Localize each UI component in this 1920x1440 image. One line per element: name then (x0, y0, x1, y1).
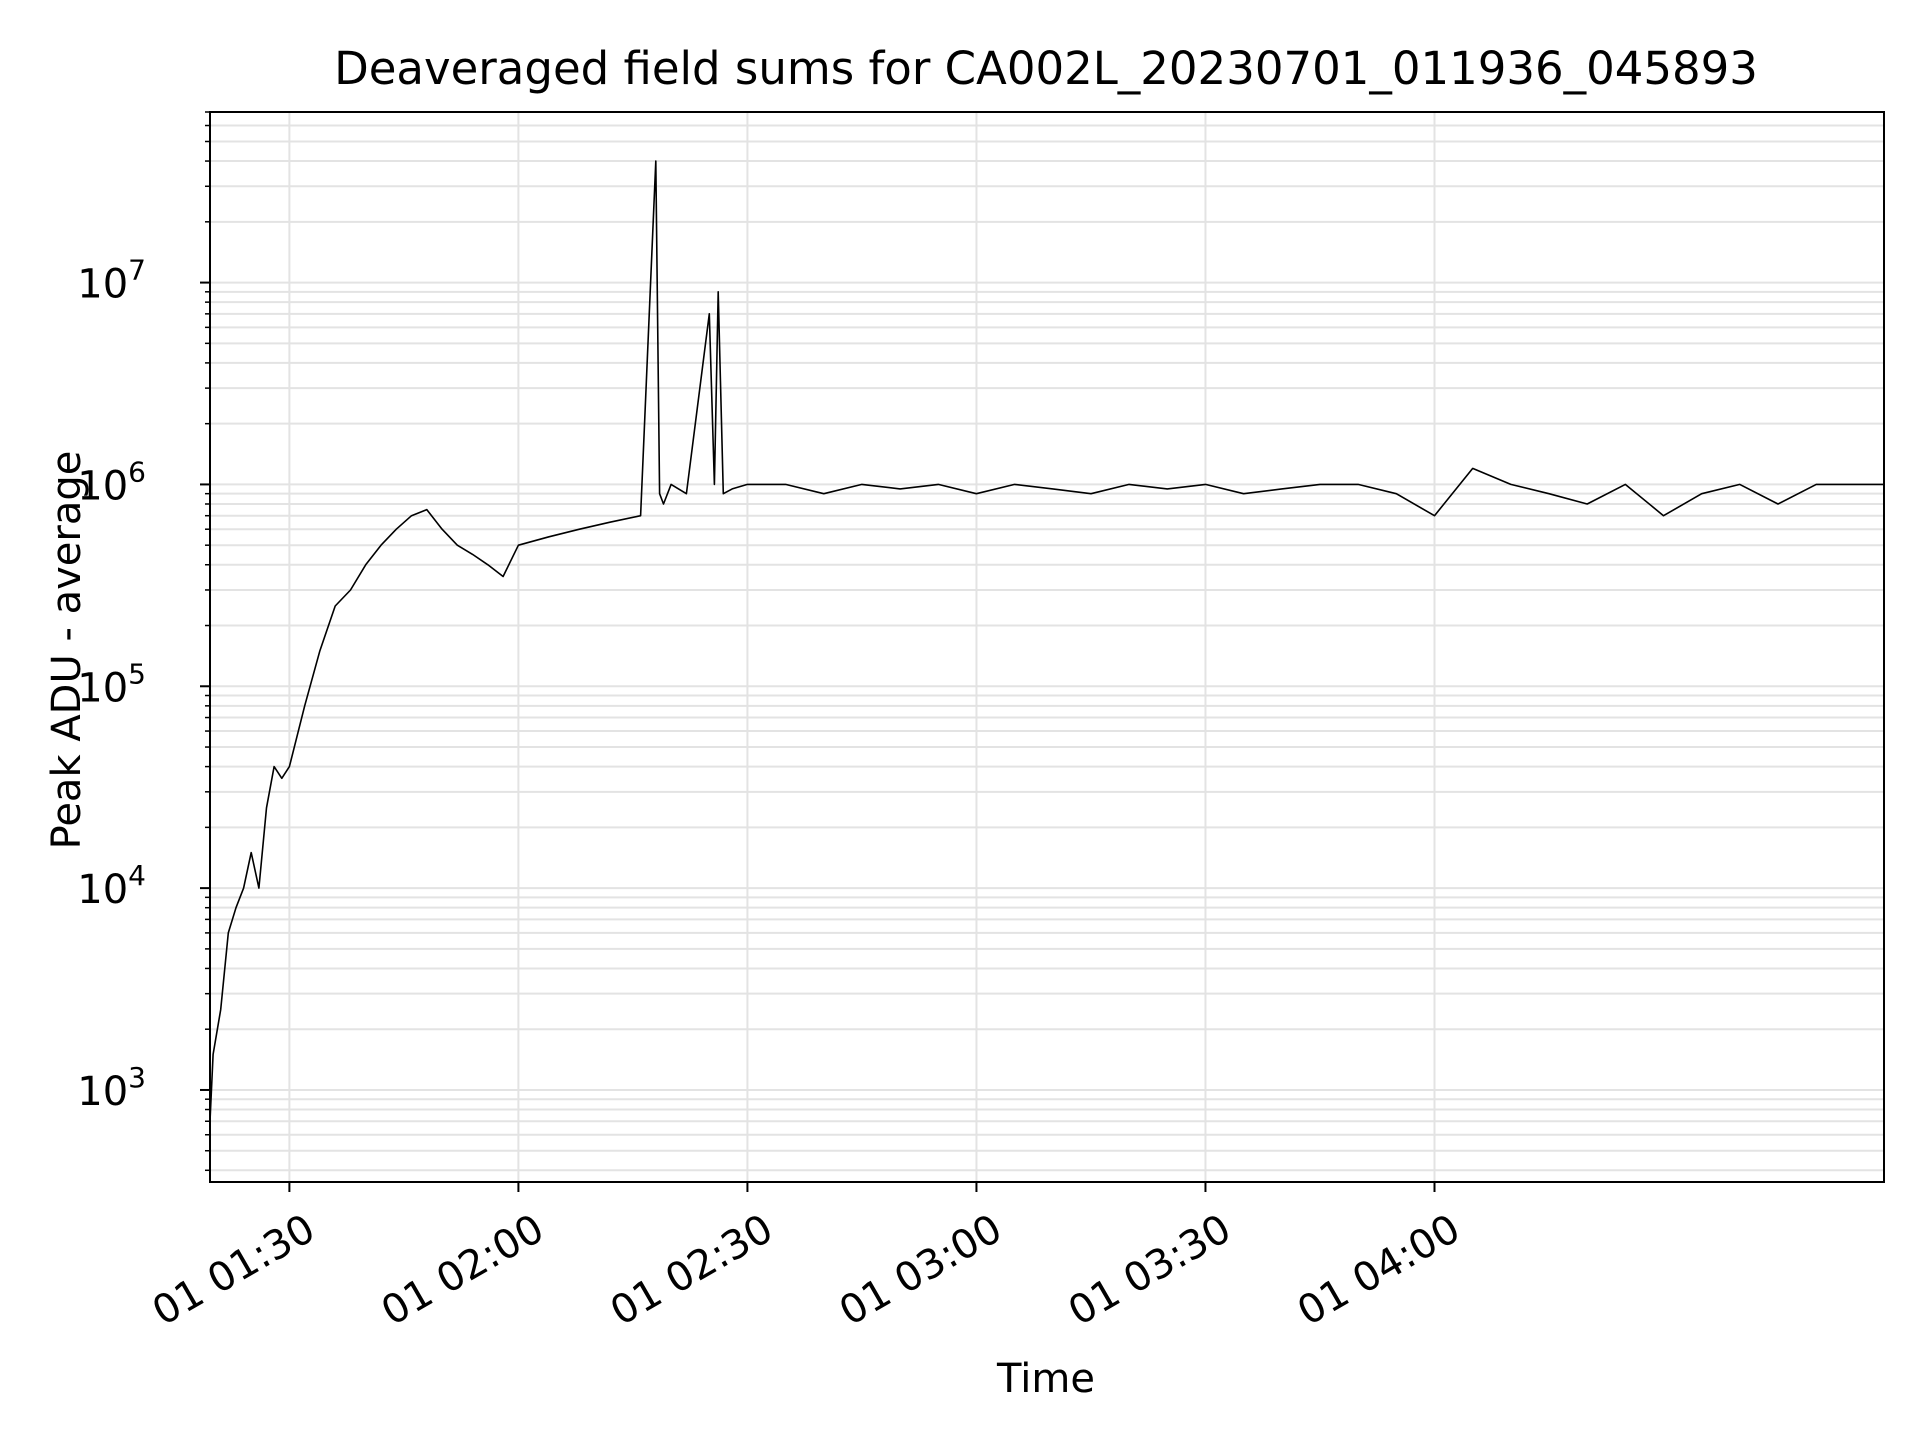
chart-title: Deaveraged field sums for CA002L_2023070… (334, 42, 1758, 95)
x-tick-label: 01 04:00 (1290, 1206, 1468, 1335)
plot-frame (209, 111, 1885, 1183)
y-tick-label: 106 (77, 455, 146, 509)
x-axis-label: Time (996, 1356, 1095, 1402)
y-tick-label: 107 (77, 254, 146, 308)
x-tick-label: 01 01:30 (145, 1206, 323, 1335)
grid-lines (210, 111, 1884, 1182)
y-axis-label: Peak ADU - average (44, 451, 90, 850)
x-tick-label: 01 02:30 (603, 1206, 781, 1335)
x-tick-label: 01 02:00 (374, 1206, 552, 1335)
x-axis: 01 01:30 01 02:00 01 02:30 01 03:00 01 03:30… (145, 1182, 1468, 1335)
x-tick-label: 01 03:00 (832, 1206, 1010, 1335)
x-tick-label: 01 03:30 (1061, 1206, 1239, 1335)
y-tick-label: 103 (77, 1061, 146, 1115)
y-tick-label: 105 (77, 657, 146, 711)
plot-area (209, 160, 1884, 1122)
y-tick-label: 104 (77, 859, 146, 913)
series-line (209, 160, 1884, 1122)
y-axis: 103 104 105 106 107 (77, 111, 210, 1172)
